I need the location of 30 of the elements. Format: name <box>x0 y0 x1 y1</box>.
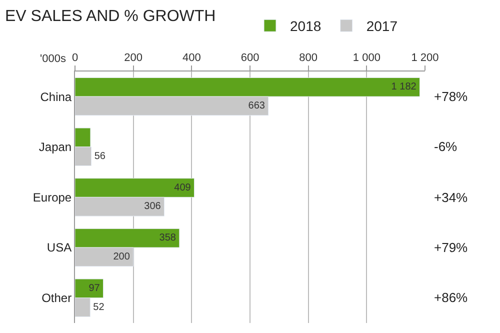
data-label: 200 <box>113 251 130 262</box>
legend-label: 2018 <box>290 18 322 34</box>
x-tick-label: 600 <box>240 52 260 64</box>
data-label: 97 <box>88 282 100 294</box>
x-tick-label: 200 <box>124 52 143 64</box>
y-tick-label: Japan <box>38 140 72 154</box>
x-tick-label: 1 000 <box>352 52 380 64</box>
text: +34% <box>434 190 468 205</box>
y-tick-label: USA <box>46 240 72 255</box>
text: -6% <box>434 139 458 154</box>
legend-label: 2017 <box>366 18 398 34</box>
chart-title: EV SALES AND % GROWTH <box>5 8 216 26</box>
x-tick-label: 0 <box>72 52 78 64</box>
y-tick-label: Europe <box>32 190 72 204</box>
y-tick-label: Other <box>42 291 72 306</box>
data-label: 52 <box>93 302 105 313</box>
data-label: 1 182 <box>391 82 417 93</box>
x-tick-label: 400 <box>182 52 201 64</box>
data-label: 306 <box>144 201 162 212</box>
x-axis-title: '000s <box>40 53 66 65</box>
data-label: 56 <box>94 150 106 162</box>
text: +86% <box>434 290 468 305</box>
data-label: 663 <box>248 100 266 112</box>
text: +79% <box>434 240 468 255</box>
y-tick-label: China <box>40 90 72 104</box>
data-label: 358 <box>159 232 176 244</box>
text: +78% <box>434 89 468 104</box>
x-tick-label: 800 <box>299 52 318 64</box>
data-label: 409 <box>174 182 192 194</box>
x-tick-label: 1 200 <box>411 52 439 64</box>
